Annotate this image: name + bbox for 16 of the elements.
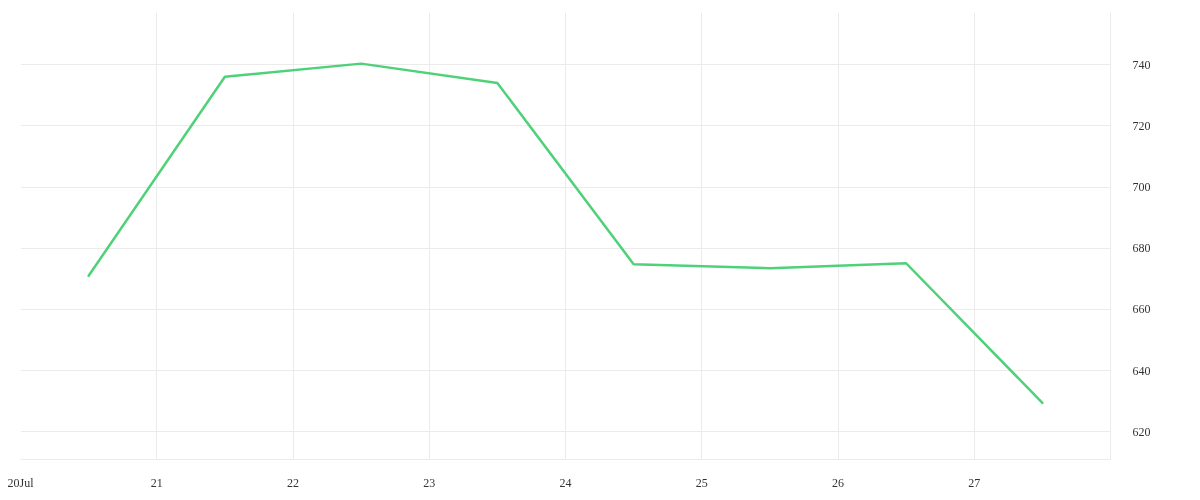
- y-tick-label: 680: [1132, 241, 1151, 256]
- line-series: [87, 62, 1044, 405]
- x-tick-label: 27: [968, 475, 981, 490]
- y-tick-label: 640: [1132, 363, 1151, 378]
- x-tick-label: 25: [695, 475, 708, 490]
- y-tick-label: 620: [1132, 424, 1151, 439]
- x-tick-label: 23: [423, 475, 436, 490]
- x-tick-label: 22: [287, 475, 299, 490]
- y-tick-label: 700: [1132, 180, 1151, 195]
- y-tick-label: 660: [1132, 302, 1151, 317]
- x-tick-label: 24: [559, 475, 572, 490]
- y-tick-label: 740: [1132, 57, 1151, 72]
- x-tick-label: 20Jul: [7, 475, 35, 490]
- y-tick-label: 720: [1132, 118, 1151, 133]
- x-tick-label: 26: [832, 475, 844, 490]
- x-tick-label: 21: [150, 475, 163, 490]
